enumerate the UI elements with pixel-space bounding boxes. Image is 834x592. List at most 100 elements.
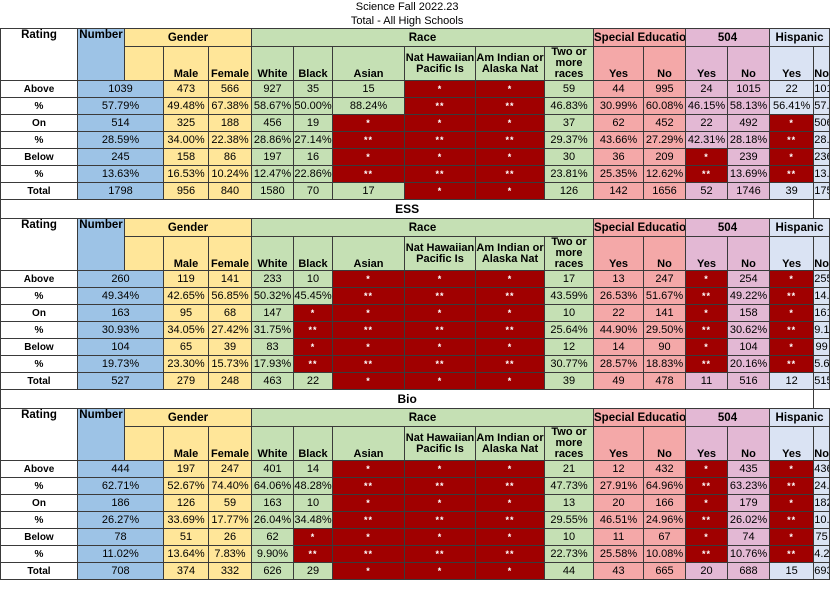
aian-cell: ** bbox=[475, 355, 545, 373]
black-header: Black bbox=[293, 236, 333, 271]
504-yes-cell: 42.31% bbox=[685, 131, 728, 149]
male-header: Male bbox=[163, 426, 209, 461]
nhpi-cell: ** bbox=[404, 545, 476, 563]
two-or-more-cell: 25.64% bbox=[544, 321, 594, 339]
asian-cell: 88.24% bbox=[332, 97, 405, 115]
504-no-cell: 20.16% bbox=[727, 355, 770, 373]
female-header: Female bbox=[208, 236, 252, 271]
nhpi-cell: * bbox=[404, 338, 476, 356]
504-yes-cell: * bbox=[685, 304, 728, 322]
female-cell: 67.38% bbox=[208, 97, 252, 115]
black-cell: 19 bbox=[293, 114, 333, 132]
asian-cell: * bbox=[332, 304, 405, 322]
aian-cell: ** bbox=[475, 545, 545, 563]
gender-blank-cell bbox=[124, 46, 164, 81]
sped-yes-cell: 43 bbox=[593, 562, 644, 580]
sped-no-cell: 60.08% bbox=[643, 97, 686, 115]
black-cell: * bbox=[293, 304, 333, 322]
nhpi-header: Nat Hawaiian Pacific Is bbox=[404, 236, 476, 271]
nhpi-cell: ** bbox=[404, 165, 476, 183]
504-no-cell: 74 bbox=[727, 528, 770, 546]
sped-header: Special Education bbox=[593, 218, 686, 237]
sped-yes-cell: 25.58% bbox=[593, 545, 644, 563]
female-cell: 332 bbox=[208, 562, 252, 580]
male-cell: 119 bbox=[163, 270, 209, 288]
male-cell: 126 bbox=[163, 494, 209, 512]
female-cell: 248 bbox=[208, 372, 252, 390]
sped-no-cell: 24.96% bbox=[643, 511, 686, 529]
black-header: Black bbox=[293, 46, 333, 81]
504-no-cell: 179 bbox=[727, 494, 770, 512]
aian-header: Am Indian or Alaska Nat bbox=[475, 236, 545, 271]
number-cell: 444 bbox=[77, 460, 164, 478]
asian-cell: * bbox=[332, 148, 405, 166]
male-cell: 49.48% bbox=[163, 97, 209, 115]
504-yes-cell: ** bbox=[685, 321, 728, 339]
black-header: Black bbox=[293, 426, 333, 461]
nhpi-cell: * bbox=[404, 304, 476, 322]
white-cell: 83 bbox=[251, 338, 294, 356]
hispanic-yes-cell: * bbox=[768, 270, 815, 288]
asian-cell: * bbox=[332, 562, 405, 580]
white-cell: 12.47% bbox=[251, 165, 294, 183]
aian-cell: ** bbox=[475, 287, 545, 305]
aian-cell: ** bbox=[475, 321, 545, 339]
white-cell: 456 bbox=[251, 114, 294, 132]
female-cell: 27.42% bbox=[208, 321, 252, 339]
two-or-more-cell: 22.73% bbox=[544, 545, 594, 563]
hispanic-no-cell: 75 bbox=[813, 528, 830, 546]
male-cell: 197 bbox=[163, 460, 209, 478]
sped-no-cell: 90 bbox=[643, 338, 686, 356]
male-cell: 374 bbox=[163, 562, 209, 580]
rating-header: Rating bbox=[0, 218, 78, 271]
sped-yes-cell: 30.99% bbox=[593, 97, 644, 115]
female-cell: 22.38% bbox=[208, 131, 252, 149]
sped-yes-cell: 36 bbox=[593, 148, 644, 166]
504-yes-cell: ** bbox=[685, 511, 728, 529]
gender-header: Gender bbox=[124, 408, 252, 427]
504-yes-cell: 52 bbox=[685, 182, 728, 200]
aian-cell: * bbox=[475, 80, 545, 98]
hispanic-no-header: No bbox=[813, 426, 830, 461]
two-or-more-cell: 10 bbox=[544, 304, 594, 322]
two-or-more-header: Two or more races bbox=[544, 236, 594, 271]
aian-cell: * bbox=[475, 528, 545, 546]
sped-header: Special Education bbox=[593, 408, 686, 427]
number-cell: 13.63% bbox=[77, 165, 164, 183]
504-no-cell: 254 bbox=[727, 270, 770, 288]
504-no-cell: 239 bbox=[727, 148, 770, 166]
two-or-more-cell: 29.37% bbox=[544, 131, 594, 149]
hispanic-yes-header: Yes bbox=[768, 426, 815, 461]
nhpi-cell: ** bbox=[404, 287, 476, 305]
sped-yes-cell: 142 bbox=[593, 182, 644, 200]
504-yes-cell: 22 bbox=[685, 114, 728, 132]
504-no-cell: 492 bbox=[727, 114, 770, 132]
male-cell: 65 bbox=[163, 338, 209, 356]
hispanic-yes-cell: ** bbox=[768, 165, 815, 183]
black-cell: 45.45% bbox=[293, 287, 333, 305]
black-cell: 10 bbox=[293, 270, 333, 288]
asian-cell: * bbox=[332, 114, 405, 132]
row-label: Above bbox=[0, 80, 78, 98]
number-cell: 163 bbox=[77, 304, 164, 322]
row-label: % bbox=[0, 545, 78, 563]
black-cell: 16 bbox=[293, 148, 333, 166]
black-cell: 22 bbox=[293, 372, 333, 390]
sped-no-cell: 12.62% bbox=[643, 165, 686, 183]
hispanic-no-header: No bbox=[813, 236, 830, 271]
504-yes-cell: ** bbox=[685, 165, 728, 183]
nhpi-header: Nat Hawaiian Pacific Is bbox=[404, 46, 476, 81]
male-cell: 13.64% bbox=[163, 545, 209, 563]
504-no-cell: 1746 bbox=[727, 182, 770, 200]
sped-no-cell: 64.96% bbox=[643, 477, 686, 495]
504-yes-cell: 24 bbox=[685, 80, 728, 98]
504-header: 504 bbox=[685, 218, 770, 237]
sped-yes-cell: 44.90% bbox=[593, 321, 644, 339]
white-cell: 147 bbox=[251, 304, 294, 322]
female-cell: 86 bbox=[208, 148, 252, 166]
nhpi-cell: * bbox=[404, 372, 476, 390]
male-cell: 956 bbox=[163, 182, 209, 200]
hispanic-no-cell: 14.50% bbox=[813, 287, 830, 305]
hispanic-yes-cell: 12 bbox=[768, 372, 815, 390]
female-cell: 188 bbox=[208, 114, 252, 132]
